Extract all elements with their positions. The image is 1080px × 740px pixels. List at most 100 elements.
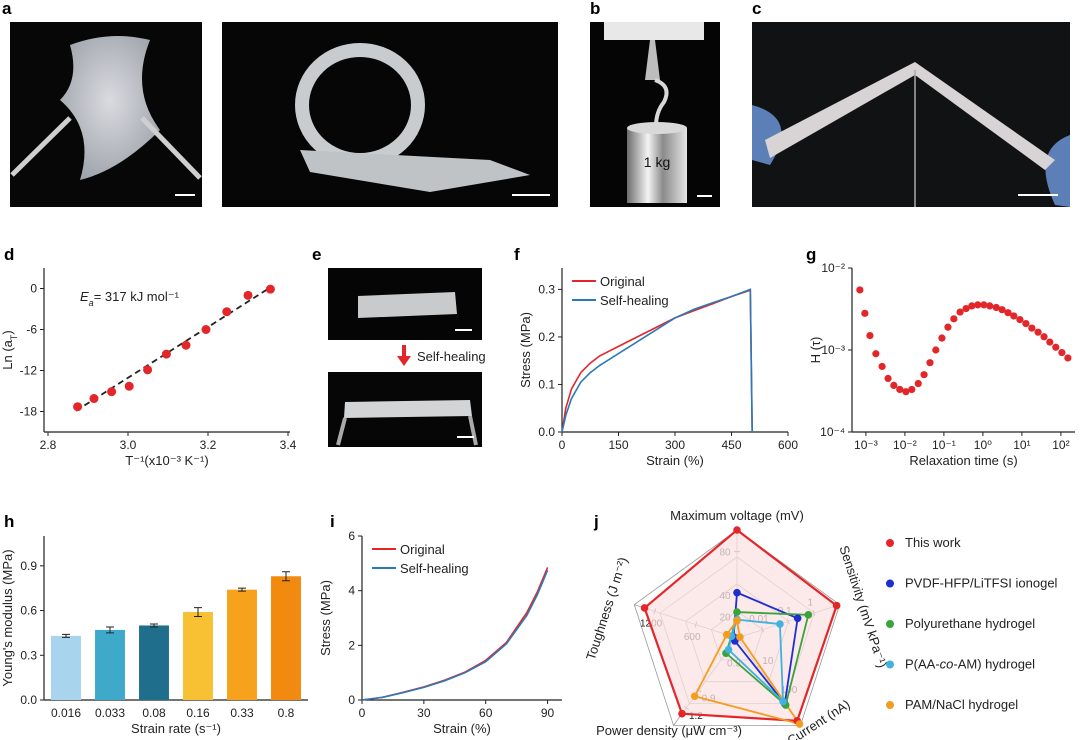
annotation-part: = 317 kJ mol⁻¹ bbox=[94, 289, 180, 304]
x-tick-label: 30 bbox=[417, 706, 431, 720]
photo-c: c bbox=[752, 0, 1070, 207]
data-point bbox=[1010, 312, 1018, 320]
radar-axis-label: Maximum voltage (mV) bbox=[670, 508, 804, 523]
y-axis-label-part: T bbox=[9, 334, 19, 340]
y-axis-label: Ln (aT) bbox=[0, 330, 19, 369]
data-point bbox=[1040, 333, 1048, 341]
error-bar bbox=[238, 587, 246, 592]
radar-point bbox=[776, 620, 784, 628]
data-point bbox=[998, 306, 1006, 314]
data-point bbox=[872, 350, 880, 358]
legend-label: PVDF-HFP/LiTFSI ionogel bbox=[905, 576, 1058, 591]
panel-h: h 0.0 0.3 0.6 0.9 Strain rate (s⁻¹) Young's mo… bbox=[0, 512, 308, 736]
x-tick-label: 90 bbox=[541, 706, 555, 720]
data-line bbox=[361, 567, 549, 701]
data-point bbox=[1022, 319, 1030, 328]
data-point bbox=[1004, 309, 1012, 317]
data-point bbox=[222, 307, 232, 317]
panel-label: b bbox=[590, 0, 600, 18]
x-tick-label: 150 bbox=[608, 438, 628, 452]
y-tick-label: 0.3 bbox=[538, 282, 555, 296]
y-tick-label: -6 bbox=[26, 323, 37, 337]
x-tick-label: 60 bbox=[479, 706, 493, 720]
y-tick-label: -18 bbox=[20, 405, 38, 419]
annotation-part: a bbox=[89, 298, 94, 308]
y-tick-label: 0.1 bbox=[538, 377, 555, 391]
data-point bbox=[243, 290, 253, 300]
bar bbox=[183, 612, 213, 700]
data-point bbox=[265, 284, 275, 294]
y-axis-label-part: ) bbox=[0, 330, 15, 334]
clip bbox=[468, 415, 478, 446]
tweezer bbox=[10, 116, 72, 177]
radar-point bbox=[640, 604, 649, 612]
radar-point bbox=[736, 633, 744, 641]
panel-f: f 0.0 0.1 0.2 0.3 0 150 300 450 600 Strain (%) Stre… bbox=[514, 245, 798, 468]
radar-point bbox=[733, 608, 741, 616]
film bbox=[358, 292, 457, 318]
panel-label: g bbox=[806, 245, 816, 264]
data-point bbox=[856, 286, 864, 294]
data-point bbox=[89, 394, 99, 404]
panel-d: d 0 -6 -12 -18 2.8 3.0 3.2 3.4 T⁻¹(x10⁻³ K⁻¹) Ln (… bbox=[0, 245, 297, 468]
panel-label: d bbox=[4, 245, 14, 264]
data-point bbox=[896, 385, 904, 394]
film bbox=[60, 36, 160, 180]
data-point bbox=[914, 379, 922, 388]
data-point bbox=[986, 302, 994, 310]
data-point bbox=[161, 349, 171, 359]
x-axis-label: Relaxation time (s) bbox=[909, 453, 1017, 468]
bar bbox=[271, 576, 301, 700]
bar bbox=[139, 625, 169, 700]
film bbox=[344, 400, 472, 418]
x-tick-label: 600 bbox=[778, 438, 798, 452]
legend-label: PAM/NaCl hydrogel bbox=[905, 697, 1018, 712]
data-point bbox=[1058, 348, 1066, 357]
radar-point bbox=[795, 720, 804, 728]
x-tick-label: 10¹ bbox=[1013, 438, 1030, 452]
radar-point bbox=[722, 630, 731, 639]
data-point bbox=[890, 381, 898, 390]
bar bbox=[227, 589, 257, 700]
x-tick-label: 10² bbox=[1052, 438, 1069, 452]
annotation-part: E bbox=[80, 289, 89, 304]
x-tick-label: 0.08 bbox=[142, 706, 166, 720]
panel-label: c bbox=[752, 0, 761, 18]
photo-background bbox=[752, 22, 1070, 207]
panel-j: j2040800.010.11101000.30.91.26001200Maxi… bbox=[583, 508, 1058, 740]
x-tick-label: 2.8 bbox=[40, 438, 57, 452]
legend-label-part: co bbox=[940, 657, 954, 672]
radar-axis-label: Sensitivity (mV kPa⁻¹) bbox=[836, 544, 890, 670]
data-point bbox=[932, 346, 940, 354]
legend-marker bbox=[886, 701, 894, 709]
data-point bbox=[861, 309, 869, 317]
x-axis-label: Strain rate (s⁻¹) bbox=[131, 721, 221, 736]
legend-label: Self-healing bbox=[400, 561, 469, 576]
x-tick-label: 3.0 bbox=[120, 438, 137, 452]
x-tick-label: 0.16 bbox=[186, 706, 210, 720]
y-tick-label: 0.3 bbox=[20, 648, 37, 662]
stretched-film bbox=[765, 62, 1055, 170]
data-point bbox=[944, 323, 952, 331]
data-point bbox=[181, 340, 191, 350]
data-point bbox=[956, 308, 964, 316]
bar bbox=[95, 629, 125, 700]
fit-line bbox=[75, 285, 273, 412]
x-tick-label: 0.033 bbox=[95, 706, 125, 720]
tweezer bbox=[140, 116, 202, 180]
x-tick-label: 3.2 bbox=[200, 438, 217, 452]
radar-axis-label: Toughness (J m⁻²) bbox=[583, 555, 630, 662]
data-point bbox=[201, 325, 211, 334]
legend-label: This work bbox=[905, 535, 961, 550]
legend-label: Original bbox=[400, 542, 445, 557]
glove bbox=[1045, 135, 1070, 207]
photo-e: Self-healing e bbox=[312, 245, 486, 447]
error-bar bbox=[62, 633, 70, 638]
data-point bbox=[1034, 328, 1042, 336]
panel-label: i bbox=[330, 512, 335, 531]
radar-point bbox=[804, 611, 813, 619]
y-tick-label: 0.0 bbox=[20, 693, 37, 707]
y-tick-label: 0.9 bbox=[20, 559, 37, 573]
y-tick-label: 0 bbox=[30, 282, 37, 296]
legend-marker bbox=[886, 620, 894, 628]
